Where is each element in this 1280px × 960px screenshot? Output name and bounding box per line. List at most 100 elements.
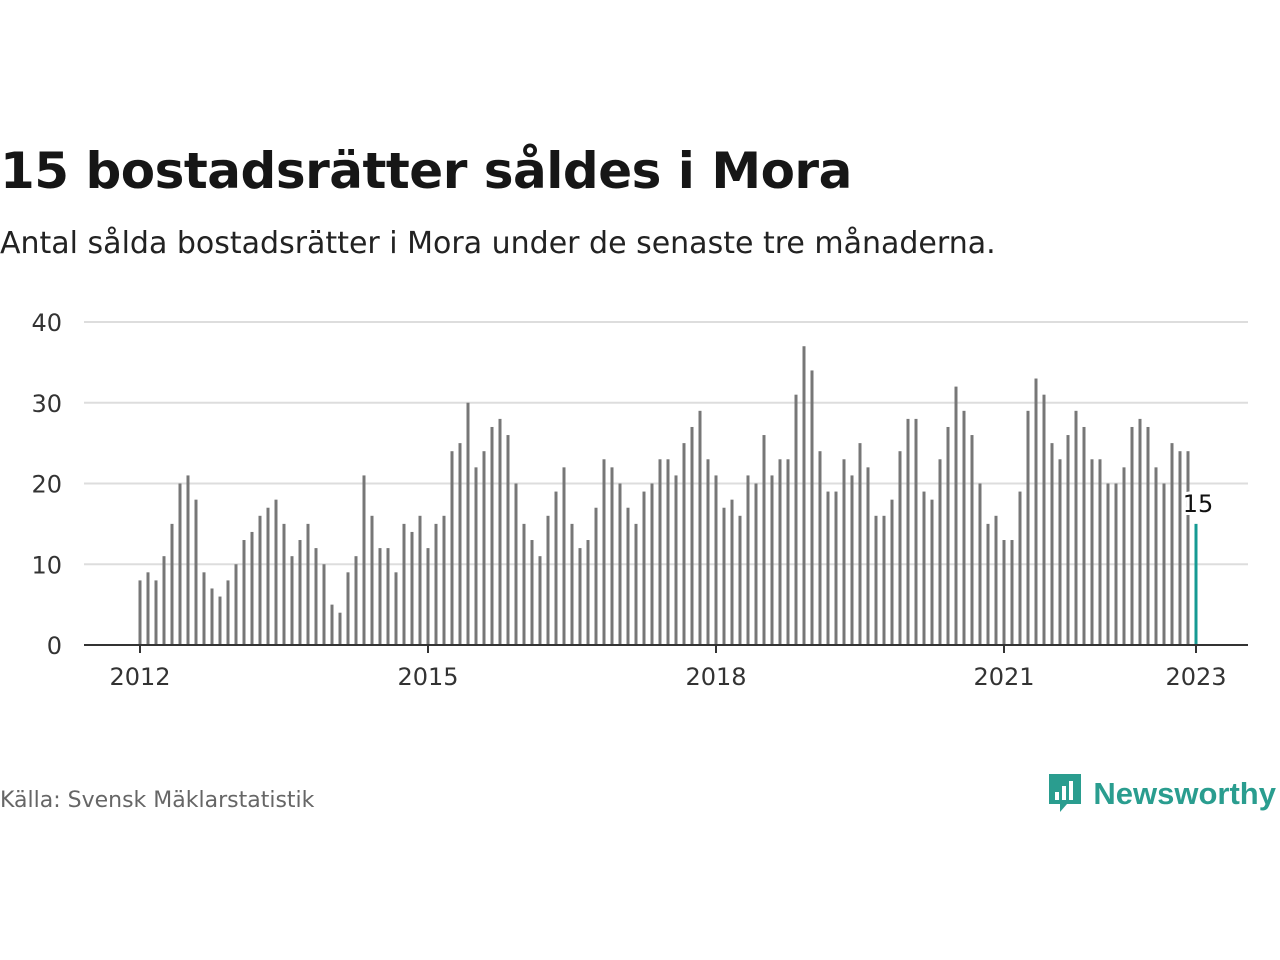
bar [778, 459, 782, 645]
bar [1162, 483, 1166, 645]
bar [914, 418, 918, 645]
bar [642, 491, 646, 645]
bar [938, 459, 942, 645]
bar [506, 435, 510, 645]
bar [242, 540, 246, 645]
bar [1114, 483, 1118, 645]
newsworthy-logo-icon [1049, 774, 1082, 812]
bar [706, 459, 710, 645]
bar [786, 459, 790, 645]
bar [610, 467, 614, 645]
brand-name: Newsworthy [1093, 776, 1276, 811]
bar-chart: 0 10 20 30 40 2012 2015 2018 2021 2023 15 [31, 309, 1248, 691]
x-tick-label: 2015 [397, 663, 458, 691]
bar [1154, 467, 1158, 645]
bar [410, 531, 414, 645]
bar [306, 523, 310, 645]
bar [162, 556, 166, 645]
bar [1130, 426, 1134, 645]
source-note: Källa: Svensk Mäklarstatistik [0, 788, 315, 813]
bar [578, 548, 582, 645]
bar [1170, 443, 1174, 645]
bar [170, 523, 174, 645]
bar [1122, 467, 1126, 645]
bar [1010, 540, 1014, 645]
bar [730, 499, 734, 645]
bar [650, 483, 654, 645]
bar [602, 459, 606, 645]
bar [898, 451, 902, 645]
y-tick-label: 0 [47, 632, 62, 660]
page-title: 15 bostadsrätter såldes i Mora [0, 142, 852, 200]
bar [370, 515, 374, 645]
bar [514, 483, 518, 645]
bar [1146, 426, 1150, 645]
bar [1138, 418, 1142, 645]
chart-grid [84, 321, 1248, 566]
bar [474, 467, 478, 645]
bar [314, 548, 318, 645]
bar [674, 475, 678, 645]
chart-bars [138, 346, 1198, 645]
bar [218, 596, 222, 645]
chart-labels: 0 10 20 30 40 2012 2015 2018 2021 2023 15 [31, 309, 1226, 691]
bar [1082, 426, 1086, 645]
bar [1058, 459, 1062, 645]
bar [554, 491, 558, 645]
bar [386, 548, 390, 645]
bar [858, 443, 862, 645]
x-tick-label: 2021 [973, 663, 1034, 691]
bar [562, 467, 566, 645]
bar [546, 515, 550, 645]
bar [754, 483, 758, 645]
bar [338, 612, 342, 645]
bar [1002, 540, 1006, 645]
bar [1106, 483, 1110, 645]
bar [1050, 443, 1054, 645]
chart-subtitle: Antal sålda bostadsrätter i Mora under d… [0, 226, 996, 261]
bar [354, 556, 358, 645]
bar [570, 523, 574, 645]
bar [498, 418, 502, 645]
bar [930, 499, 934, 645]
bar [962, 410, 966, 645]
bar [850, 475, 854, 645]
bar [818, 451, 822, 645]
bar [490, 426, 494, 645]
bar [138, 580, 142, 645]
bar [1178, 451, 1182, 645]
bar [618, 483, 622, 645]
bar [842, 459, 846, 645]
bar [834, 491, 838, 645]
bar [746, 475, 750, 645]
bar [330, 604, 334, 645]
bar [426, 548, 430, 645]
bar [1066, 435, 1070, 645]
bar [346, 572, 350, 645]
bar [226, 580, 230, 645]
bar [906, 418, 910, 645]
bar [722, 507, 726, 645]
y-tick-label: 20 [31, 471, 62, 499]
bar [458, 443, 462, 645]
bar [322, 564, 326, 645]
bar [178, 483, 182, 645]
bar [1034, 378, 1038, 645]
bar [402, 523, 406, 645]
bar [442, 515, 446, 645]
bar [634, 523, 638, 645]
bar [890, 499, 894, 645]
bar [418, 515, 422, 645]
bar [666, 459, 670, 645]
bar [194, 499, 198, 645]
bar [1026, 410, 1030, 645]
chart-axes [84, 644, 1248, 653]
bar [394, 572, 398, 645]
brand-logo[interactable]: Newsworthy [1047, 772, 1276, 816]
bar [482, 451, 486, 645]
bar [1042, 394, 1046, 645]
bar [258, 515, 262, 645]
bar [986, 523, 990, 645]
bar [762, 435, 766, 645]
bar [298, 540, 302, 645]
